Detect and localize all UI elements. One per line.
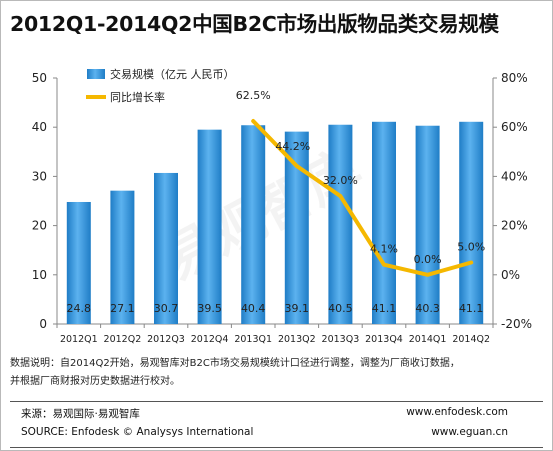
bar-2013Q2 xyxy=(284,131,309,324)
note-line-1: 数据说明：自2014Q2开始，易观智库对B2C市场交易规模统计口径进行调整，调整… xyxy=(10,358,460,369)
bar-label-2014Q2: 41.1 xyxy=(459,302,484,315)
legend-label-bar: 交易规模（亿元 人民币） xyxy=(110,67,235,81)
bar-label-2012Q4: 39.5 xyxy=(197,302,222,315)
y2-tick-label: 0% xyxy=(501,268,520,282)
x-tick-label: 2012Q4 xyxy=(191,334,229,345)
footer-divider-bottom xyxy=(10,447,543,448)
y2-tick-label: 60% xyxy=(501,120,528,134)
site-eguan: www.eguan.cn xyxy=(431,426,508,438)
bar-2012Q4 xyxy=(197,129,222,324)
bar-label-2012Q1: 24.8 xyxy=(67,302,92,315)
bar-label-2013Q2: 39.1 xyxy=(285,302,310,315)
bar-label-2013Q4: 41.1 xyxy=(372,302,397,315)
y-tick-label: 50 xyxy=(32,71,47,85)
line-label-2013Q1: 62.5% xyxy=(236,89,271,102)
note-line-2: 并根据厂商财报对历史数据进行校对。 xyxy=(10,376,180,387)
x-tick-label: 2014Q1 xyxy=(409,334,447,345)
bar-2014Q1 xyxy=(415,125,440,324)
y2-tick-label: -20% xyxy=(501,317,532,331)
y-tick-label: 30 xyxy=(32,169,47,183)
bar-2014Q2 xyxy=(459,121,484,325)
chart-title: 2012Q1-2014Q2中国B2C市场出版物品类交易规模 xyxy=(10,12,499,36)
bar-label-2012Q3: 30.7 xyxy=(154,302,179,315)
x-tick-label: 2012Q3 xyxy=(147,334,185,345)
bar-2013Q1 xyxy=(241,125,266,325)
line-label-2013Q2: 44.2% xyxy=(275,140,310,153)
data-note: 数据说明：自2014Q2开始，易观智库对B2C市场交易规模统计口径进行调整，调整… xyxy=(10,355,530,391)
x-tick-label: 2012Q2 xyxy=(104,334,142,345)
bar-2012Q1 xyxy=(66,201,91,324)
x-tick-label: 2014Q2 xyxy=(452,334,490,345)
y-tick-label: 40 xyxy=(32,120,47,134)
source-en: SOURCE: Enfodesk © Analysys Internationa… xyxy=(21,426,254,438)
line-label-2013Q3: 32.0% xyxy=(323,174,358,187)
x-tick-label: 2013Q4 xyxy=(365,334,403,345)
x-tick-label: 2013Q2 xyxy=(278,334,316,345)
y-tick-label: 0 xyxy=(39,317,47,331)
bar-2013Q4 xyxy=(372,121,396,325)
bar-2012Q3 xyxy=(154,172,178,324)
y2-tick-label: 80% xyxy=(501,71,528,85)
y2-tick-label: 40% xyxy=(501,169,528,183)
bar-2013Q3 xyxy=(328,124,353,325)
bar-label-2013Q1: 40.4 xyxy=(241,302,266,315)
x-tick-label: 2013Q3 xyxy=(322,334,360,345)
bar-2012Q2 xyxy=(110,190,135,324)
bar-label-2014Q1: 40.3 xyxy=(415,302,440,315)
legend-swatch-bar xyxy=(87,69,105,79)
legend-label-line: 同比增长率 xyxy=(110,90,165,104)
bar-label-2012Q2: 27.1 xyxy=(110,302,135,315)
source-cn: 来源：易观国际·易观智库 xyxy=(21,408,140,420)
line-label-2014Q2: 5.0% xyxy=(457,241,485,254)
footer-divider-top xyxy=(10,401,543,402)
x-tick-label: 2013Q1 xyxy=(234,334,272,345)
line-label-2014Q1: 0.0% xyxy=(414,253,442,266)
y-tick-label: 10 xyxy=(32,268,47,282)
y2-tick-label: 20% xyxy=(501,219,528,233)
x-tick-label: 2012Q1 xyxy=(60,334,98,345)
growth-rate-line xyxy=(251,119,474,277)
line-label-2013Q4: 4.1% xyxy=(370,243,398,256)
bar-label-2013Q3: 40.5 xyxy=(328,302,353,315)
site-enfodesk: www.enfodesk.com xyxy=(406,406,508,418)
y-tick-label: 20 xyxy=(32,219,47,233)
